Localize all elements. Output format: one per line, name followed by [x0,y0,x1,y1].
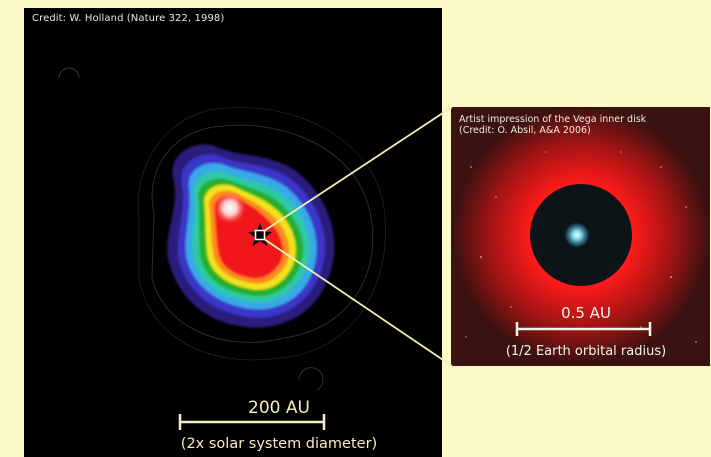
submm-image-panel: Credit: W. Holland (Nature 322, 1998) 20… [24,8,442,457]
inset-title: Artist impression of the Vega inner disk… [459,114,704,136]
inset-title-line-2: (Credit: O. Absil, A&A 2006) [459,125,591,136]
main-image-credit: Credit: W. Holland (Nature 322, 1998) [32,13,225,24]
vega-star-marker [248,223,272,246]
submm-dust-map [58,67,386,430]
vega-star-glow [564,222,590,248]
main-scale-label: 200 AU [248,398,310,418]
inset-title-line-1: Artist impression of the Vega inner disk [459,114,647,125]
inset-scale-bar [515,322,652,336]
inset-scale-caption: (1/2 Earth orbital radius) [505,344,667,359]
main-scale-bar [178,414,326,430]
dust-emission-blob [167,144,335,328]
inner-disk-inset-panel: Artist impression of the Vega inner disk… [451,107,710,366]
inner-disk-artwork [451,107,710,366]
inset-scale-label: 0.5 AU [561,304,611,322]
main-scale-caption: (2x solar system diameter) [180,436,378,452]
background-stars [465,151,697,343]
